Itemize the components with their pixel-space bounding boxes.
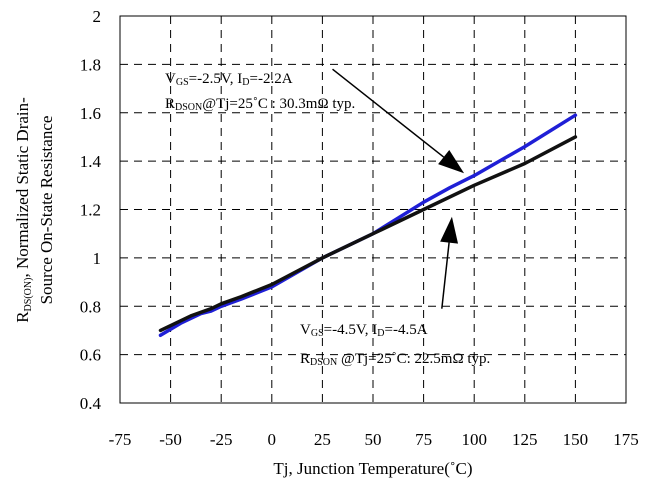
x-tick-label: 125 bbox=[512, 430, 538, 449]
plot-frame bbox=[119, 15, 627, 404]
x-tick-label: 75 bbox=[415, 430, 432, 449]
y-tick-label: 0.6 bbox=[80, 346, 101, 365]
annotation-2-line-1: VGS=-4.5V, ID=-4.5A bbox=[300, 322, 428, 339]
x-tick-label: -75 bbox=[109, 430, 132, 449]
series-line-2 bbox=[158, 135, 578, 333]
annotation-2-line-2: RDSON @Tj=25˚C: 22.5mΩ typ. bbox=[300, 351, 490, 368]
y-axis-title-line-2: Source On-State Resistance bbox=[37, 116, 56, 305]
y-tick-label: 1.6 bbox=[80, 104, 101, 123]
y-tick-labels: 0.4 0.6 0.8 1 1.2 1.4 1.6 1.8 2 bbox=[80, 7, 102, 413]
y-tick-label: 0.4 bbox=[80, 394, 102, 413]
annotation-2-arrow-shaft bbox=[441, 242, 450, 309]
x-tick-label: 50 bbox=[365, 430, 382, 449]
y-tick-label: 1.4 bbox=[80, 152, 102, 171]
annotation-1-arrow-head bbox=[438, 150, 465, 174]
y-axis-title-line-1: RDS(ON), Normalized Static Drain- bbox=[13, 97, 34, 323]
x-tick-label: 175 bbox=[613, 430, 639, 449]
annotation-1-line-1: VGS=-2.5V, ID=-2.2A bbox=[165, 71, 293, 88]
annotation-1-arrow-shaft bbox=[332, 68, 445, 158]
annotation-1-line-2: RDSON@Tj=25˚C : 30.3mΩ typ. bbox=[165, 96, 355, 113]
annotation-layer: VGS=-2.5V, ID=-2.2A RDSON@Tj=25˚C : 30.3m… bbox=[165, 68, 490, 368]
grid-layer bbox=[120, 16, 626, 403]
x-tick-label: 25 bbox=[314, 430, 331, 449]
x-tick-label: 100 bbox=[461, 430, 487, 449]
series-layer bbox=[158, 113, 578, 338]
x-tick-label: -25 bbox=[210, 430, 233, 449]
y-tick-label: 1 bbox=[93, 249, 102, 268]
x-axis-title: Tj, Junction Temperature(˚C) bbox=[273, 459, 472, 478]
annotation-2-arrow-head bbox=[440, 216, 459, 244]
x-tick-labels: -75 -50 -25 0 25 50 75 100 125 150 175 bbox=[109, 430, 639, 449]
y-tick-label: 2 bbox=[93, 7, 102, 26]
x-tick-label: -50 bbox=[159, 430, 182, 449]
y-tick-label: 1.8 bbox=[80, 55, 101, 74]
x-tick-label: 150 bbox=[563, 430, 589, 449]
y-tick-label: 1.2 bbox=[80, 201, 101, 220]
y-tick-label: 0.8 bbox=[80, 297, 101, 316]
x-tick-label: 0 bbox=[268, 430, 277, 449]
